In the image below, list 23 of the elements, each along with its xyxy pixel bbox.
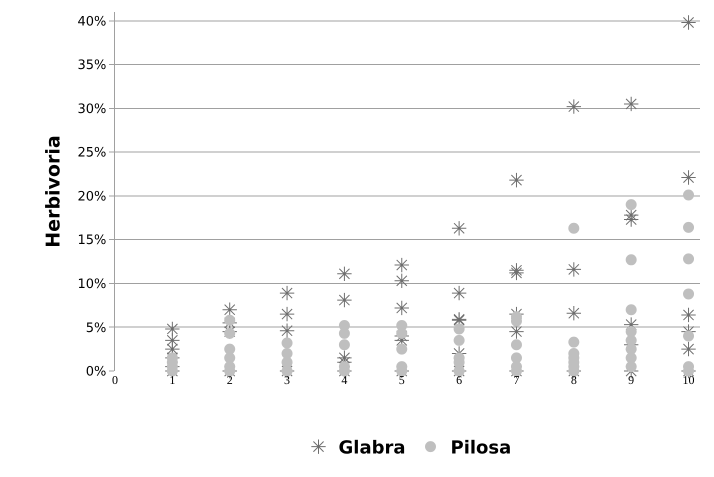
x-tick-label: 1 [169,373,176,387]
y-tick-label: 25% [77,146,106,161]
x-tick-label: 10 [682,373,695,387]
legend-label: Pilosa [450,438,512,459]
x-tick-label: 6 [456,373,462,387]
y-axis-title: Herbivoria [42,135,64,248]
legend-label: Glabra [338,438,406,459]
x-tick-label: 7 [513,373,520,387]
y-tick-label: 5% [86,320,106,336]
x-tick-label: 8 [570,373,577,387]
x-tick-label: 0 [112,373,118,387]
y-tick-label: 10% [77,276,106,292]
x-tick-label: 2 [226,373,233,387]
x-tick-label: 9 [628,373,634,387]
y-tick-label: 30% [77,102,106,117]
x-tick-label: 3 [284,373,290,387]
y-tick-label: 0% [86,364,106,380]
y-tick-label: 15% [77,233,106,248]
y-tick-label: 40% [77,14,106,30]
y-tick-label: 35% [77,58,106,74]
x-tick-label: 5 [398,373,405,387]
x-tick-label: 4 [341,373,348,387]
y-tick-label: 20% [77,189,106,204]
